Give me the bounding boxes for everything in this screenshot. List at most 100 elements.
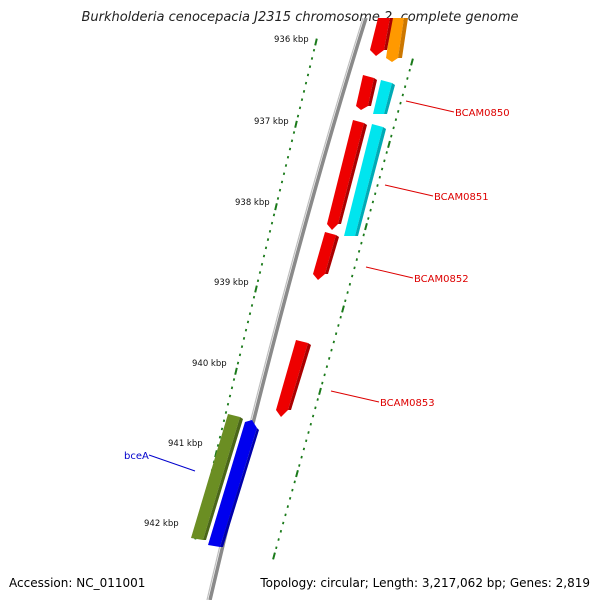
tick-label-938kbp: 938 kbp (235, 198, 270, 208)
minor-tick (325, 365, 329, 369)
minor-tick (378, 175, 381, 179)
minor-tick (316, 398, 319, 401)
minor-tick (242, 336, 246, 340)
minor-tick (323, 373, 326, 377)
minor-tick (256, 279, 260, 283)
minor-tick (220, 427, 224, 431)
tick-label-936kbp: 936 kbp (274, 35, 309, 45)
minor-tick (312, 48, 316, 52)
minor-tick (376, 184, 379, 187)
minor-tick (346, 291, 349, 294)
gene-feature-green[interactable] (191, 414, 243, 540)
major-tick (214, 450, 218, 458)
minor-tick (298, 464, 301, 467)
leader-bcam0852 (365, 266, 414, 279)
minor-tick (244, 328, 248, 332)
minor-tick (403, 85, 407, 89)
major-tick (364, 223, 368, 231)
gene-label-bcam0851[interactable]: BCAM0851 (434, 192, 489, 203)
minor-tick (246, 320, 250, 324)
gene-label-bcam0853[interactable]: BCAM0853 (380, 398, 435, 409)
major-tick (295, 470, 299, 478)
minor-tick (286, 505, 289, 509)
minor-tick (371, 200, 375, 204)
gene-feature-bcam0851[interactable] (327, 120, 367, 230)
summary-footer: Topology: circular; Length: 3,217,062 bp… (260, 576, 590, 590)
gene-feature-cyan-0850[interactable] (373, 80, 395, 114)
minor-tick (240, 345, 244, 349)
gene-feature-bcam0853[interactable] (276, 340, 311, 417)
minor-tick (357, 249, 361, 253)
minor-tick (272, 213, 276, 217)
major-tick (272, 552, 276, 560)
minor-tick (248, 312, 252, 316)
minor-tick (280, 180, 284, 184)
minor-tick (328, 356, 331, 360)
minor-tick (362, 233, 365, 237)
minor-tick (367, 217, 370, 220)
major-tick (254, 285, 258, 293)
minor-tick (264, 246, 268, 250)
outer-tick-ruler (272, 58, 414, 560)
minor-tick (408, 68, 411, 72)
minor-tick (310, 57, 314, 60)
minor-tick (348, 282, 352, 286)
minor-tick (394, 118, 398, 122)
minor-tick (321, 381, 324, 385)
gene-feature-red-top[interactable] (370, 18, 393, 56)
minor-tick (276, 197, 280, 200)
minor-tick (369, 208, 372, 212)
minor-tick (284, 164, 288, 167)
minor-tick (226, 402, 230, 406)
minor-tick (344, 299, 347, 303)
minor-tick (222, 419, 226, 423)
minor-tick (399, 101, 402, 105)
minor-tick (305, 439, 308, 443)
minor-tick (266, 238, 270, 242)
minor-tick (300, 455, 303, 459)
minor-tick (300, 98, 304, 102)
gene-label-bcea[interactable]: bceA (124, 451, 149, 462)
major-tick (410, 58, 414, 66)
major-tick (314, 38, 318, 46)
gene-label-bcam0850[interactable]: BCAM0850 (455, 108, 510, 119)
minor-tick (351, 274, 354, 278)
minor-tick (383, 159, 386, 163)
minor-tick (330, 348, 333, 352)
major-tick (234, 367, 238, 375)
gene-feature-bcea[interactable] (208, 420, 259, 547)
minor-tick (390, 134, 393, 138)
minor-tick (232, 378, 236, 381)
minor-tick (291, 488, 294, 492)
tick-label-939kbp: 939 kbp (214, 278, 249, 288)
major-tick (341, 305, 345, 313)
minor-tick (293, 480, 296, 484)
minor-tick (216, 444, 220, 447)
minor-tick (262, 254, 266, 258)
leader-bcea (148, 454, 196, 472)
minor-tick (275, 546, 278, 550)
minor-tick (298, 106, 302, 110)
minor-tick (252, 295, 256, 299)
minor-tick (314, 406, 317, 410)
tick-label-942kbp: 942 kbp (144, 519, 179, 529)
gene-feature-bcam0850[interactable] (356, 75, 377, 110)
gene-label-bcam0852[interactable]: BCAM0852 (414, 274, 469, 285)
minor-tick (286, 155, 290, 159)
minor-tick (282, 172, 286, 176)
minor-tick (278, 188, 282, 192)
minor-tick (309, 422, 312, 426)
minor-tick (228, 394, 232, 398)
minor-tick (238, 353, 242, 357)
minor-tick (353, 266, 356, 270)
major-tick (274, 203, 278, 211)
gene-label-leaders (148, 100, 455, 472)
minor-tick (258, 271, 262, 274)
gene-feature-bcam0852[interactable] (313, 232, 339, 280)
minor-tick (288, 496, 292, 500)
gene-feature-cyan-0851[interactable] (344, 124, 386, 236)
minor-tick (277, 538, 280, 541)
leader-bcam0850 (405, 100, 455, 113)
major-tick (294, 120, 298, 128)
